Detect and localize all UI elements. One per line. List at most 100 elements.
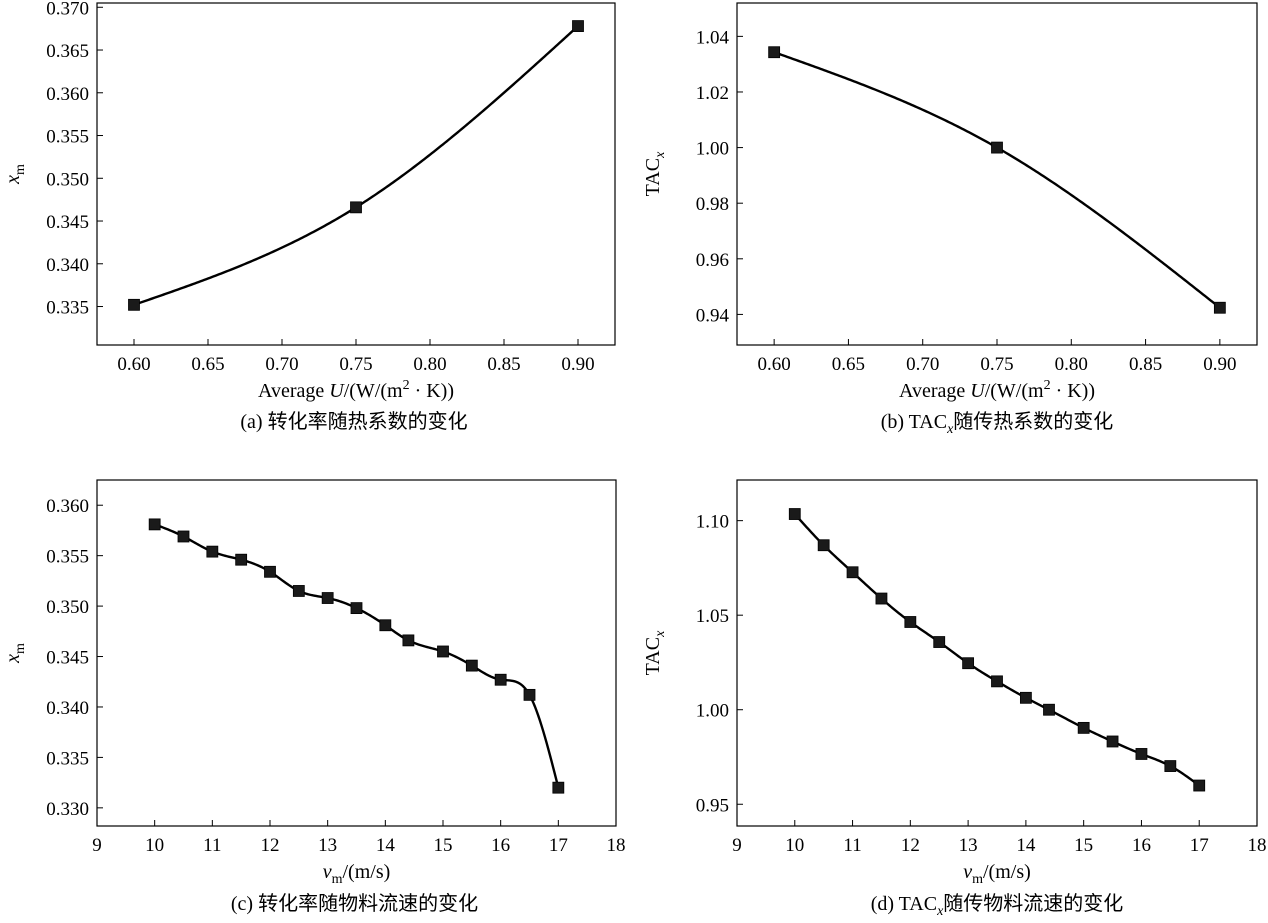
data-point	[1193, 779, 1206, 792]
x-tick-label: 17	[1190, 835, 1209, 856]
y-tick-label: 0.335	[46, 298, 89, 319]
y-tick-label: 0.330	[46, 799, 89, 820]
series-line	[773, 51, 1221, 309]
y-tick-label: 0.340	[46, 255, 89, 276]
x-tick-label: 0.70	[265, 354, 298, 375]
y-tick-label: 0.98	[696, 194, 729, 215]
data-point	[350, 201, 362, 214]
data-point	[991, 141, 1003, 154]
data-point	[264, 565, 276, 578]
x-tick-label: 10	[785, 835, 804, 856]
y-tick-label: 0.340	[46, 698, 89, 719]
y-tick-label: 0.95	[696, 795, 729, 816]
x-tick-label: 18	[1248, 835, 1267, 856]
x-tick-label: 0.85	[1129, 354, 1162, 375]
data-point	[991, 675, 1003, 688]
x-tick-label: 18	[607, 835, 626, 856]
panel-c: 9 10 11 12 13 14 15 16 17 18 0.330 0.335 0.340 0.345 0…	[2, 479, 626, 915]
data-point	[904, 616, 917, 628]
y-axis-label: TACx	[642, 630, 668, 675]
x-tick-label: 15	[1074, 835, 1093, 856]
data-point	[128, 298, 140, 311]
panel-a: 0.60 0.65 0.70 0.75 0.80 0.85 0.90 0.335 0.340 0.…	[2, 0, 616, 433]
y-tick-label: 1.00	[696, 701, 729, 722]
y-tick-label: 0.370	[46, 0, 89, 19]
x-tick-label: 12	[261, 835, 280, 856]
x-tick-label: 9	[732, 835, 742, 856]
y-axis-label: xm	[2, 643, 28, 664]
data-point	[1213, 301, 1226, 314]
y-tick-label: 0.96	[696, 250, 729, 271]
data-point	[350, 602, 363, 615]
y-tick-label: 1.02	[696, 83, 729, 104]
data-point	[292, 585, 305, 597]
x-tick-label: 0.60	[758, 354, 791, 375]
x-tick-label: 0.65	[191, 354, 224, 375]
data-point	[437, 645, 449, 658]
x-tick-label: 16	[491, 835, 510, 856]
x-axis-label: Average U/(W/(m2 · K))	[899, 378, 1095, 402]
data-point	[875, 592, 888, 605]
y-tick-label: 0.94	[696, 305, 730, 326]
x-tick-label: 14	[376, 835, 396, 856]
x-axis-label: vm/(m/s)	[963, 861, 1031, 887]
x-tick-label: 15	[434, 835, 453, 856]
y-tick-label: 0.345	[46, 648, 89, 669]
x-tick-label: 11	[843, 835, 861, 856]
x-axis-label: vm/(m/s)	[323, 861, 391, 887]
panel-b: 0.60 0.65 0.70 0.75 0.80 0.85 0.90 0.94 0.96 0.98…	[642, 2, 1258, 437]
y-tick-label: 0.345	[46, 212, 89, 233]
panel-caption: (c) 转化率随物料流速的变化	[231, 892, 478, 915]
y-tick-label: 1.00	[696, 139, 729, 160]
y-tick-label: 0.360	[46, 496, 89, 517]
data-point	[235, 553, 248, 566]
data-point	[933, 636, 946, 648]
x-tick-label: 10	[145, 835, 164, 856]
y-tick-label: 0.350	[46, 169, 89, 190]
y-tick-label: 0.355	[46, 127, 89, 148]
data-point	[846, 566, 859, 579]
data-point	[321, 592, 334, 604]
y-axis-label: xm	[2, 164, 28, 185]
panel-caption: (b) TACx随传热系数的变化	[881, 410, 1114, 437]
x-tick-label: 13	[959, 835, 978, 856]
panel-caption: (d) TACx随传物料流速的变化	[871, 892, 1124, 919]
x-tick-label: 0.75	[339, 354, 372, 375]
x-tick-label: 0.80	[1055, 354, 1088, 375]
x-tick-label: 13	[318, 835, 337, 856]
data-point	[465, 659, 478, 672]
plot-frame	[96, 2, 616, 346]
data-point	[552, 781, 565, 794]
x-tick-label: 0.75	[980, 354, 1013, 375]
data-point	[788, 508, 801, 520]
data-point	[962, 657, 975, 670]
data-point	[572, 20, 584, 32]
plot-frame	[736, 479, 1258, 827]
series-line	[154, 523, 560, 788]
data-point	[148, 518, 161, 531]
data-point	[177, 530, 190, 543]
data-point	[523, 688, 536, 701]
data-point	[494, 673, 507, 686]
data-point	[768, 46, 781, 59]
y-tick-label: 0.350	[46, 597, 89, 618]
panel-d: 9 10 11 12 13 14 15 16 17 18 0.95 1.00 1.05 1.10 vm/(m…	[642, 479, 1267, 919]
series-line	[793, 513, 1200, 787]
data-point	[1019, 691, 1032, 704]
x-tick-label: 9	[92, 835, 102, 856]
x-tick-label: 0.70	[906, 354, 939, 375]
x-tick-label: 0.85	[487, 354, 520, 375]
y-axis-label: TACx	[642, 151, 668, 196]
x-tick-label: 0.80	[413, 354, 446, 375]
data-point	[206, 545, 219, 558]
panel-caption: (a) 转化率随热系数的变化	[240, 410, 467, 433]
data-point	[1135, 748, 1148, 760]
y-tick-label: 0.365	[46, 41, 89, 62]
data-point	[1106, 735, 1119, 748]
data-point	[1043, 703, 1055, 716]
y-tick-label: 1.04	[696, 27, 730, 48]
data-point	[1077, 721, 1090, 734]
x-tick-label: 0.65	[832, 354, 865, 375]
y-tick-label: 0.355	[46, 547, 89, 568]
